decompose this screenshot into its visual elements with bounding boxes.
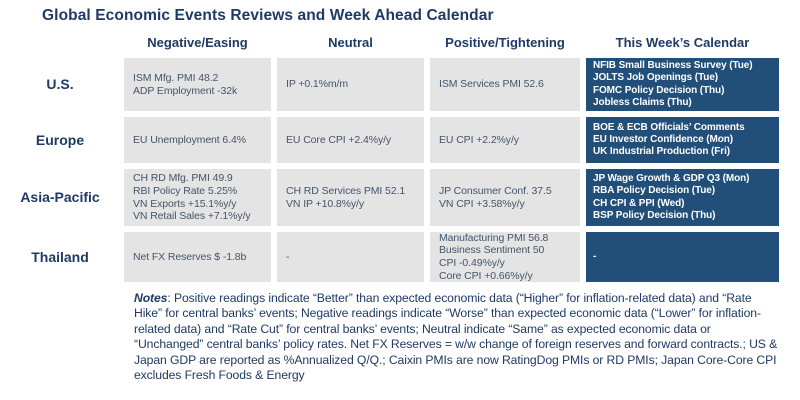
cell-thailand-neutral: - [277,232,424,282]
cell-us-negative: ISM Mfg. PMI 48.2 ADP Employment -32k [124,58,271,111]
cell-us-calendar: NFIB Small Business Survey (Tue) JOLTS J… [586,58,779,111]
cell-thailand-positive: Manufacturing PMI 56.8 Business Sentimen… [430,232,580,282]
cell-europe-negative: EU Unemployment 6.4% [124,117,271,163]
cell-asia-pacific-calendar: JP Wage Growth & GDP Q3 (Mon) RBA Policy… [586,169,779,226]
column-header-calendar: This Week’s Calendar [615,35,750,50]
row-label-us: U.S. [46,76,74,93]
column-header-negative: Negative/Easing [147,35,248,50]
cell-asia-pacific-positive: JP Consumer Conf. 37.5 VN CPI +3.58%y/y [430,169,580,226]
cell-europe-calendar: BOE & ECB Officials’ Comments EU Investo… [586,117,779,163]
cell-asia-pacific-negative: CH RD Mfg. PMI 49.9 RBI Policy Rate 5.25… [124,169,271,226]
cell-asia-pacific-neutral: CH RD Services PMI 52.1 VN IP +10.8%y/y [277,169,424,226]
notes-paragraph: Notes: Positive readings indicate “Bette… [134,291,782,383]
row-label-thailand: Thailand [31,248,89,265]
cell-us-positive: ISM Services PMI 52.6 [430,58,580,111]
column-header-neutral: Neutral [328,35,373,50]
page-title: Global Economic Events Reviews and Week … [42,7,494,24]
row-label-asia-pacific: Asia-Pacific [20,189,100,206]
cell-europe-neutral: EU Core CPI +2.4%y/y [277,117,424,163]
column-header-positive: Positive/Tightening [445,35,565,50]
events-table: Negative/Easing Neutral Positive/Tighten… [2,31,800,282]
cell-thailand-negative: Net FX Reserves $ -1.8b [124,232,271,282]
cell-thailand-calendar: - [586,232,779,282]
corner-spacer [2,31,118,52]
notes-label: Notes [134,291,168,305]
cell-europe-positive: EU CPI +2.2%y/y [430,117,580,163]
cell-us-neutral: IP +0.1%m/m [277,58,424,111]
notes-text: : Positive readings indicate “Better” th… [134,291,778,382]
row-label-europe: Europe [35,131,85,148]
